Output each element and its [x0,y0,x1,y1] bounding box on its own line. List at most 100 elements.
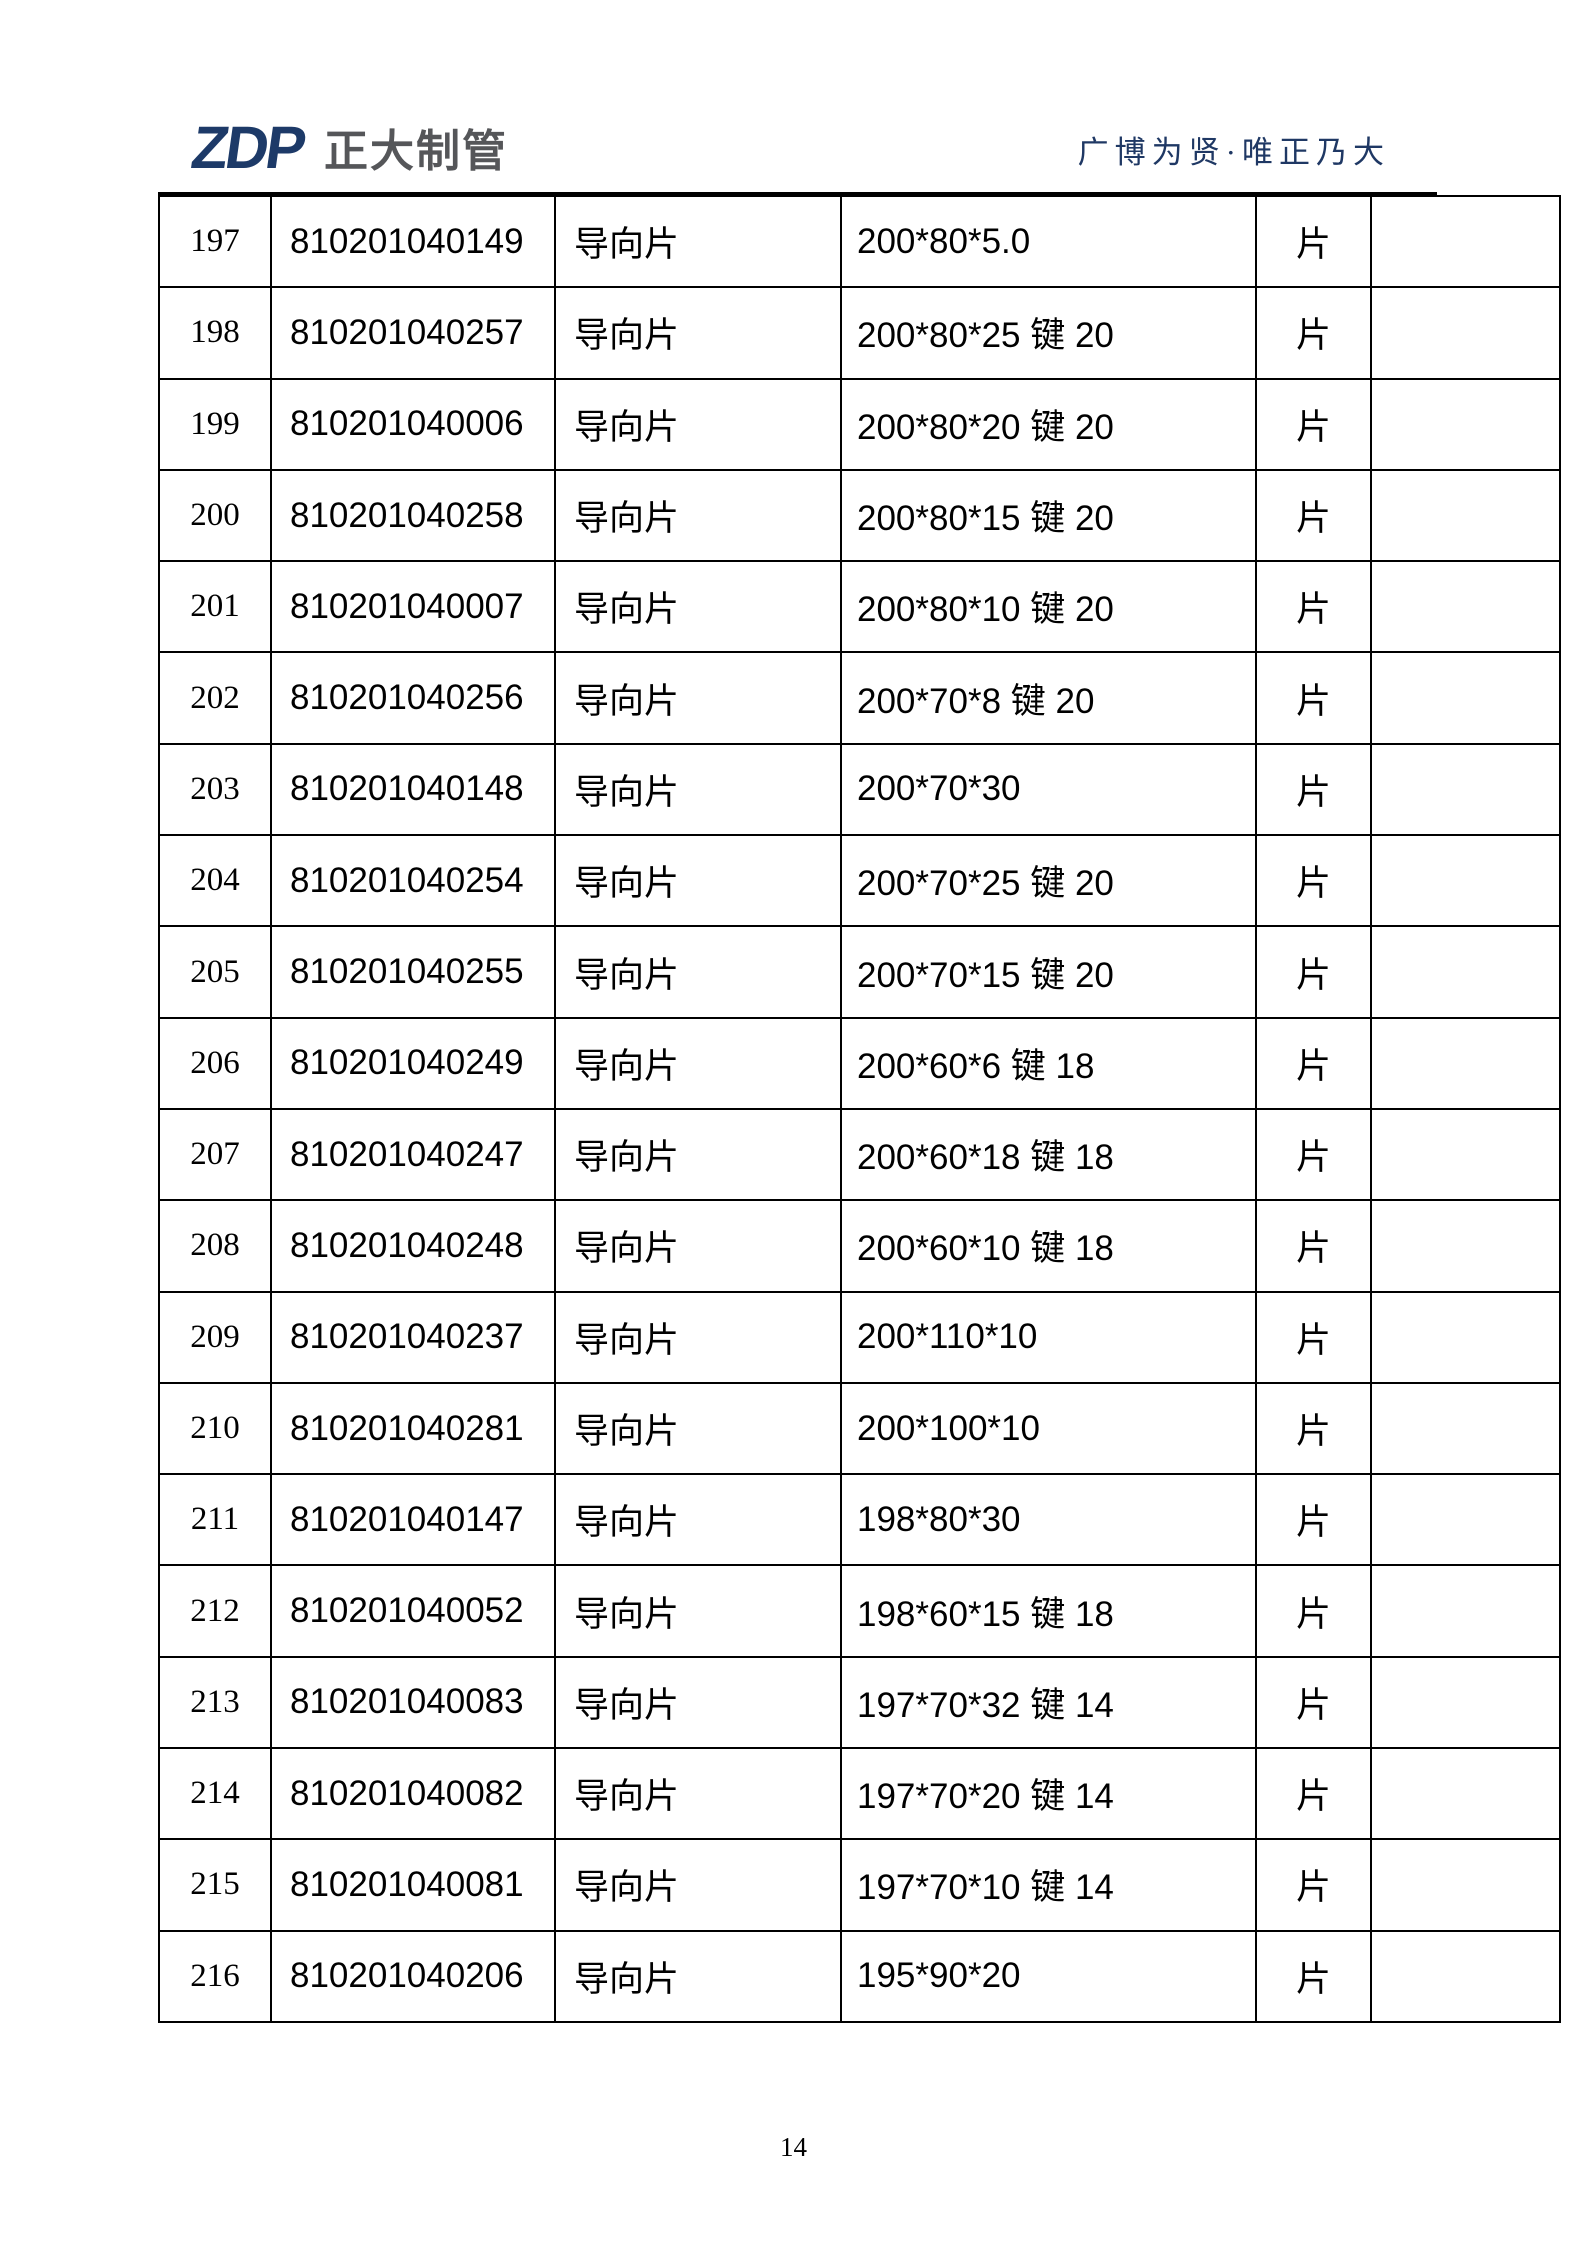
part-name-cell: 导向片 [554,742,842,837]
row-number-cell: 212 [158,1564,272,1658]
part-name-cell: 导向片 [554,1655,842,1750]
row-number-cell: 204 [158,834,272,928]
part-name-cell: 导向片 [554,1016,842,1110]
note-cell [1370,560,1561,654]
part-spec-cell: 198*60*15 键 18 [840,1564,1257,1658]
company-name: 正大制管 [324,127,508,176]
unit-cell: 片 [1255,651,1372,745]
part-code-cell: 810201040083 [270,1655,556,1750]
row-number-cell: 198 [158,286,272,380]
note-cell [1370,834,1561,928]
parts-table: 197 810201040149 导向片 200*80*5.0 片 198 81020104… [158,194,1561,2024]
table-row: 202 810201040256 导向片 200*70*8 键 20 片 [158,651,1561,745]
part-spec-cell: 197*70*20 键 14 [840,1747,1257,1841]
part-code-cell: 810201040052 [270,1564,556,1658]
part-spec-cell: 200*80*20 键 20 [840,377,1257,471]
part-name-cell: 导向片 [554,1564,842,1658]
part-code-cell: 810201040082 [270,1747,556,1841]
part-spec-cell: 200*70*25 键 20 [840,834,1257,928]
table-row: 200 810201040258 导向片 200*80*15 键 20 片 [158,468,1561,563]
unit-cell: 片 [1255,468,1372,563]
row-number-cell: 209 [158,1290,272,1384]
unit-cell: 片 [1255,194,1372,289]
part-code-cell: 810201040254 [270,834,556,928]
part-code-cell: 810201040281 [270,1381,556,1476]
unit-cell: 片 [1255,377,1372,471]
row-number-cell: 214 [158,1747,272,1841]
note-cell [1370,1290,1561,1384]
table-row: 214 810201040082 导向片 197*70*20 键 14 片 [158,1747,1561,1841]
part-code-cell: 810201040249 [270,1016,556,1110]
table-row: 197 810201040149 导向片 200*80*5.0 片 [158,194,1561,289]
note-cell [1370,1107,1561,1202]
part-code-cell: 810201040255 [270,925,556,1019]
part-spec-cell: 200*70*30 [840,742,1257,837]
note-cell [1370,1199,1561,1293]
part-spec-cell: 200*80*10 键 20 [840,560,1257,654]
part-spec-cell: 200*80*25 键 20 [840,286,1257,380]
part-code-cell: 810201040247 [270,1107,556,1202]
note-cell [1370,1747,1561,1841]
zdp-logo: ZDP [187,114,308,181]
part-name-cell: 导向片 [554,1473,842,1567]
row-number-cell: 199 [158,377,272,471]
unit-cell: 片 [1255,1199,1372,1293]
part-code-cell: 810201040206 [270,1929,556,2024]
part-code-cell: 810201040006 [270,377,556,471]
unit-cell: 片 [1255,1747,1372,1841]
note-cell [1370,742,1561,837]
table-row: 215 810201040081 导向片 197*70*10 键 14 片 [158,1838,1561,1932]
part-name-cell: 导向片 [554,286,842,380]
unit-cell: 片 [1255,560,1372,654]
part-name-cell: 导向片 [554,1747,842,1841]
part-name-cell: 导向片 [554,560,842,654]
part-name-cell: 导向片 [554,468,842,563]
parts-table-container: 197 810201040149 导向片 200*80*5.0 片 198 81020104… [158,194,1561,2024]
unit-cell: 片 [1255,1107,1372,1202]
table-row: 207 810201040247 导向片 200*60*18 键 18 片 [158,1107,1561,1202]
row-number-cell: 203 [158,742,272,837]
note-cell [1370,925,1561,1019]
unit-cell: 片 [1255,286,1372,380]
row-number-cell: 213 [158,1655,272,1750]
table-row: 210 810201040281 导向片 200*100*10 片 [158,1381,1561,1476]
note-cell [1370,1655,1561,1750]
table-row: 206 810201040249 导向片 200*60*6 键 18 片 [158,1016,1561,1110]
table-row: 205 810201040255 导向片 200*70*15 键 20 片 [158,925,1561,1019]
unit-cell: 片 [1255,1381,1372,1476]
part-code-cell: 810201040256 [270,651,556,745]
unit-cell: 片 [1255,1564,1372,1658]
row-number-cell: 200 [158,468,272,563]
part-name-cell: 导向片 [554,1929,842,2024]
unit-cell: 片 [1255,1290,1372,1384]
table-row: 216 810201040206 导向片 195*90*20 片 [158,1929,1561,2024]
note-cell [1370,194,1561,289]
part-spec-cell: 200*80*15 键 20 [840,468,1257,563]
part-spec-cell: 200*60*18 键 18 [840,1107,1257,1202]
unit-cell: 片 [1255,1929,1372,2024]
row-number-cell: 205 [158,925,272,1019]
part-code-cell: 810201040081 [270,1838,556,1932]
part-name-cell: 导向片 [554,1107,842,1202]
unit-cell: 片 [1255,834,1372,928]
part-code-cell: 810201040149 [270,194,556,289]
note-cell [1370,377,1561,471]
row-number-cell: 211 [158,1473,272,1567]
row-number-cell: 210 [158,1381,272,1476]
note-cell [1370,468,1561,563]
part-spec-cell: 197*70*10 键 14 [840,1838,1257,1932]
part-code-cell: 810201040237 [270,1290,556,1384]
part-code-cell: 810201040258 [270,468,556,563]
part-code-cell: 810201040148 [270,742,556,837]
part-spec-cell: 200*60*6 键 18 [840,1016,1257,1110]
part-spec-cell: 200*70*8 键 20 [840,651,1257,745]
unit-cell: 片 [1255,1473,1372,1567]
table-row: 203 810201040148 导向片 200*70*30 片 [158,742,1561,837]
unit-cell: 片 [1255,742,1372,837]
note-cell [1370,1929,1561,2024]
company-slogan: 广博为贤·唯正乃大 [1077,135,1390,170]
part-name-cell: 导向片 [554,1290,842,1384]
unit-cell: 片 [1255,925,1372,1019]
row-number-cell: 216 [158,1929,272,2024]
